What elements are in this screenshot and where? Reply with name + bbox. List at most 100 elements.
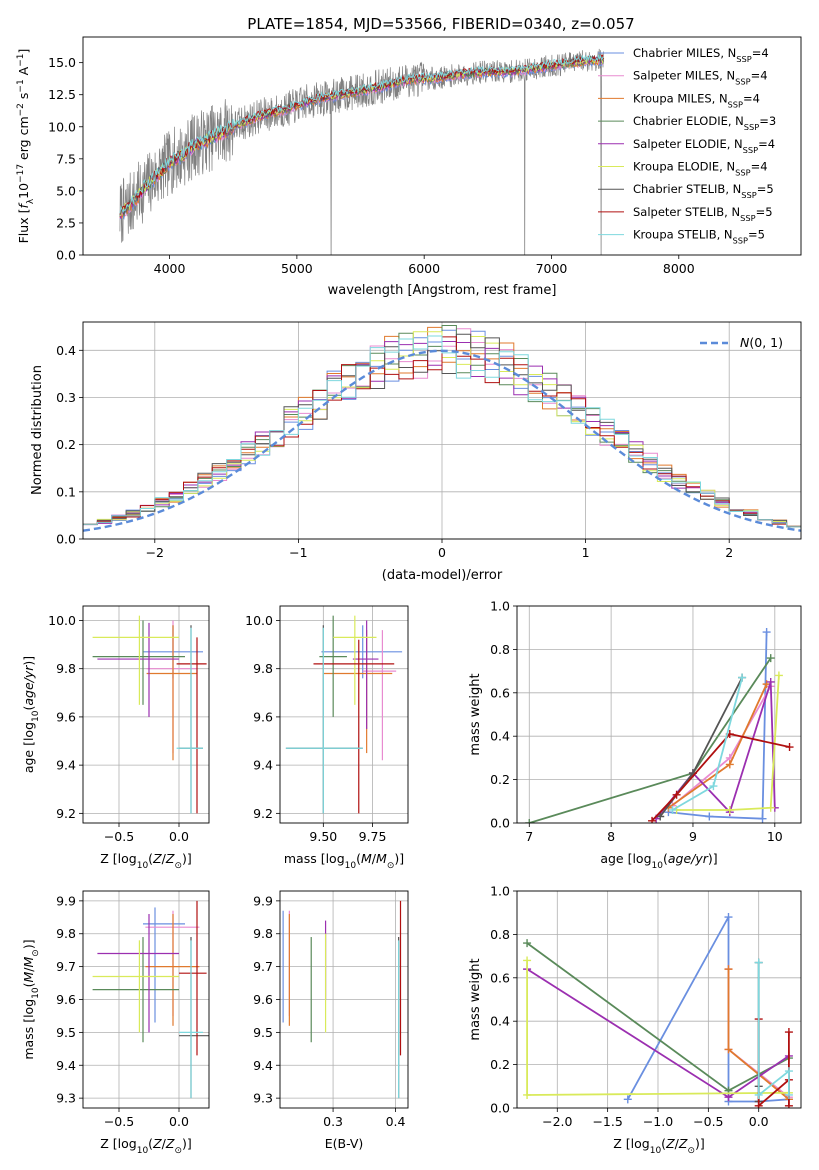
mass-weight-marker (725, 805, 734, 814)
y-tick-label: 10.0 (48, 613, 76, 628)
x-tick-label: −0.5 (104, 1114, 134, 1129)
y-tick-label: 0.0 (56, 532, 76, 547)
x-axis-label: wavelength [Angstrom, rest frame] (328, 283, 557, 298)
mass-weight-marker (672, 790, 681, 799)
axes-frame (82, 605, 210, 824)
y-tick-label: 9.2 (253, 806, 273, 821)
mass-weight-marker (784, 1028, 793, 1037)
axes-frame (516, 890, 802, 1109)
x-axis-label: (data-model)/error (382, 568, 503, 583)
mass-weight-marker (785, 743, 794, 752)
y-tick-label: 0.8 (490, 642, 510, 657)
y-tick-label: 9.8 (253, 926, 273, 941)
legend-label: N(0, 1) (740, 335, 783, 350)
figure-title: PLATE=1854, MJD=53566, FIBERID=0340, z=0… (247, 15, 634, 33)
legend-label: Salpeter STELIB, NSSP=5 (633, 205, 773, 223)
weight-vs-age-panel: 7 8 9 10 0.0 0.2 0.4 0.6 0.8 1.0 age [log10(age/yr… (468, 599, 802, 871)
x-tick-label: 0.0 (169, 829, 189, 844)
mass-weight-marker (724, 1093, 733, 1102)
x-tick-label: −2.0 (542, 1114, 572, 1129)
x-tick-label: 7 (525, 829, 533, 844)
y-tick-label: 9.3 (253, 1091, 273, 1106)
y-axis-label: Normed distribution (30, 365, 45, 495)
mass-weight-marker (754, 958, 763, 967)
x-tick-label: 0.0 (169, 1114, 189, 1129)
y-axis-label: age [log10(age/yr)] (21, 656, 41, 773)
mass-weight-marker (784, 1101, 793, 1108)
legend-label: Chabrier ELODIE, NSSP=3 (633, 114, 776, 132)
y-tick-label: 1.0 (490, 599, 510, 614)
y-tick-label: 12.5 (48, 87, 76, 102)
y-tick-label: 5.0 (56, 183, 76, 198)
residual-histogram-step (83, 335, 801, 528)
x-axis-label: mass [log10(M/M⊙)] (284, 851, 404, 871)
x-axis-label: age [log10(age/yr)] (600, 851, 717, 871)
mass-weight-marker (766, 677, 775, 686)
x-tick-label: 0 (438, 545, 446, 560)
residual-histogram-panel: −2 −1 0 1 2 0.0 0.1 0.2 0.3 0.4 N(0, 1) (data-model… (30, 321, 802, 583)
spectrum-legend: Chabrier MILES, NSSP=4 Salpeter MILES, NS… (598, 46, 776, 246)
mass-weight-marker (762, 628, 771, 637)
y-tick-label: 9.4 (56, 1058, 76, 1073)
y-tick-label: 9.6 (56, 709, 76, 724)
model-spectrum-line (119, 54, 605, 214)
axes-frame (516, 605, 802, 824)
y-tick-label: 9.9 (253, 893, 273, 908)
x-tick-label: 6000 (408, 261, 440, 276)
histogram-legend: N(0, 1) (700, 335, 783, 350)
mass-weight-marker (725, 760, 734, 769)
x-tick-label: 9 (689, 829, 697, 844)
x-tick-label: −1.5 (592, 1114, 622, 1129)
x-tick-label: 0.0 (749, 1114, 769, 1129)
y-tick-label: 0.4 (490, 1014, 510, 1029)
y-tick-label: 1.0 (490, 884, 510, 899)
x-tick-label: 2 (725, 545, 733, 560)
x-tick-label: 9.50 (309, 829, 337, 844)
x-tick-label: 9.75 (359, 829, 387, 844)
mass-weight-marker (648, 816, 657, 823)
y-tick-label: 0.0 (490, 1101, 510, 1116)
y-tick-label: 0.0 (56, 248, 76, 263)
plot-area (92, 615, 207, 814)
y-tick-label: 9.6 (253, 992, 273, 1007)
mass-weight-marker (523, 939, 532, 948)
y-tick-label: 9.8 (56, 661, 76, 676)
y-tick-label: 9.3 (56, 1091, 76, 1106)
axes-frame (279, 890, 409, 1109)
axes-frame (82, 321, 802, 540)
y-tick-label: 0.2 (490, 1057, 510, 1072)
age-vs-mass-panel: 9.50 9.75 9.2 9.4 9.6 9.8 10.0 mass [log10(M/M⊙… (245, 605, 409, 871)
y-axis-label: mass weight (468, 673, 483, 755)
mass-weight-marker (784, 1067, 793, 1076)
y-tick-label: 0.1 (56, 484, 76, 499)
y-tick-label: 0.2 (490, 772, 510, 787)
y-tick-label: 9.7 (253, 959, 273, 974)
legend-label: Kroupa MILES, NSSP=4 (633, 91, 760, 109)
y-tick-label: 7.5 (56, 151, 76, 166)
spectrum-panel: 4000 5000 6000 7000 8000 0.0 2.5 5.0 7.5 10.0 12.5… (16, 36, 802, 298)
y-tick-label: 9.5 (56, 1025, 76, 1040)
x-axis-label: Z [log10(Z/Z⊙)] (613, 1136, 705, 1156)
mass-weight-line (667, 683, 768, 809)
mass-weight-line (757, 962, 790, 1097)
y-tick-label: 0.0 (490, 816, 510, 831)
observed-spectrum-line (119, 48, 604, 255)
mass-weight-marker (738, 673, 747, 682)
plot-area (282, 900, 402, 1099)
mass-weight-marker (758, 814, 767, 823)
mass-weight-marker (754, 1090, 763, 1099)
y-tick-label: 0.2 (56, 437, 76, 452)
y-tick-label: 0.6 (490, 970, 510, 985)
x-axis-label: E(B-V) (325, 1136, 364, 1151)
mass-weight-line (668, 631, 768, 820)
mass-weight-line (651, 733, 790, 822)
age-vs-metallicity-panel: −0.5 0.0 9.2 9.4 9.6 9.8 10.0 Z [log10(Z/Z⊙)] ag… (21, 605, 210, 871)
mass-weight-marker (709, 782, 718, 791)
y-tick-label: 9.8 (56, 926, 76, 941)
mass-weight-marker (523, 1090, 532, 1099)
mass-weight-marker (774, 671, 783, 680)
y-tick-label: 2.5 (56, 215, 76, 230)
legend-label: Chabrier STELIB, NSSP=5 (633, 182, 774, 200)
y-tick-label: 9.8 (253, 661, 273, 676)
